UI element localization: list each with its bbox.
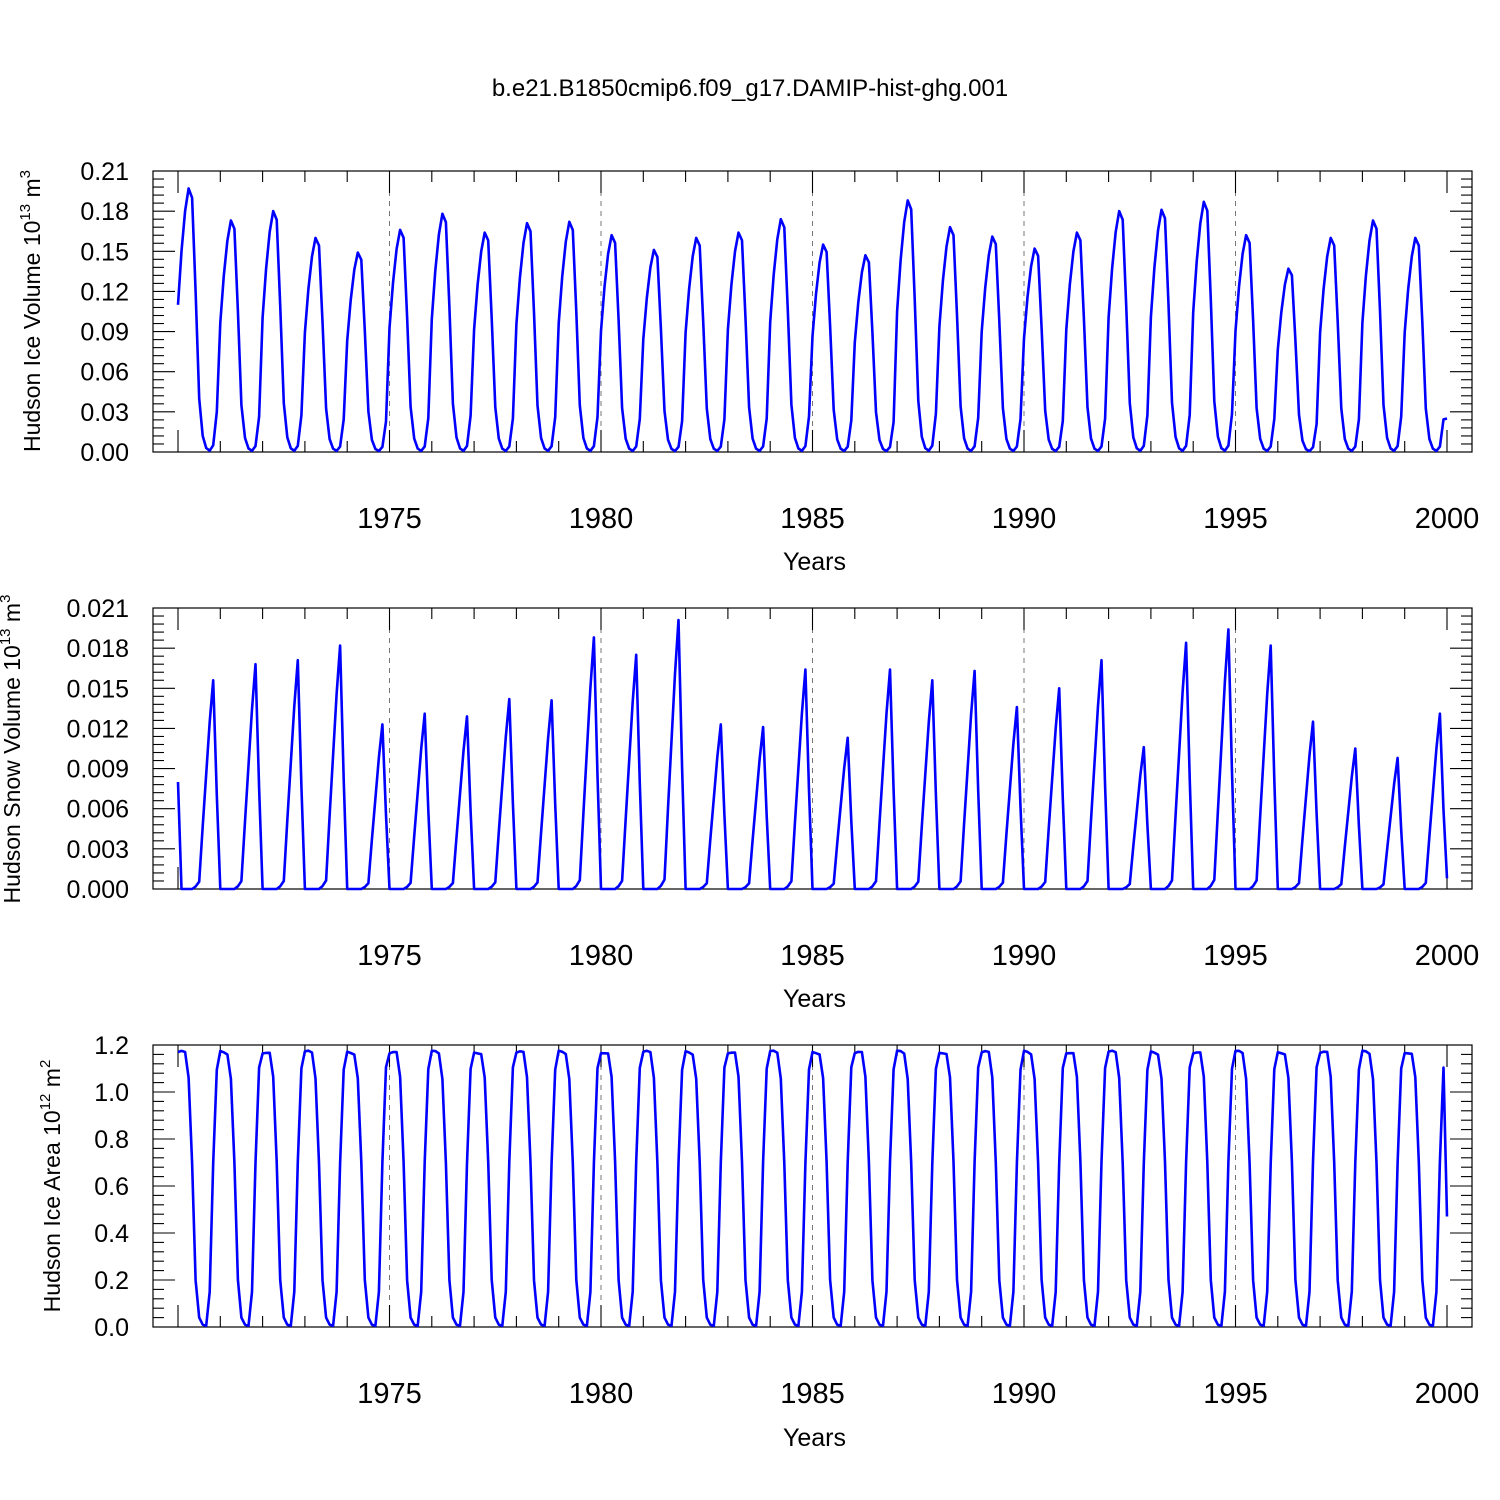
x-tick-label-1975: 1975 (357, 503, 422, 535)
panels: 0.00 0.03 0.06 0.09 0.12 0.15 0.18 0.21 1975 1980… (0, 158, 1479, 1452)
y-tick-label: 0.021 (66, 595, 129, 623)
y-tick-label: 0.00 (80, 439, 129, 467)
data-series-line (177, 1049, 1449, 1328)
x-tick-label-1995: 1995 (1203, 503, 1268, 535)
x-tick-label-1985: 1985 (780, 940, 845, 972)
y-tick-label: 0.09 (80, 319, 129, 347)
x-tick-label-1990: 1990 (992, 1378, 1057, 1410)
x-tick-label-1975: 1975 (357, 940, 422, 972)
x-axis-label: Years (783, 1424, 846, 1452)
y-tick-label: 0.003 (66, 836, 129, 864)
x-tick-label-1980: 1980 (569, 940, 634, 972)
y-tick-label: 0.012 (66, 715, 129, 743)
chart-panel-2: 0.000 0.003 0.006 0.009 0.012 0.015 0.018 0.021… (0, 595, 1479, 1013)
y-tick-label: 1.0 (94, 1079, 129, 1107)
chart-panel-3: 0.0 0.2 0.4 0.6 0.8 1.0 1.2 1975 1980 1985 1990 199… (37, 1032, 1479, 1452)
y-tick-label: 0.0 (94, 1314, 129, 1342)
x-tick-label-1985: 1985 (780, 503, 845, 535)
x-tick-label-1975: 1975 (357, 1378, 422, 1410)
x-tick-label-1980: 1980 (569, 1378, 634, 1410)
y-tick-label: 0.15 (80, 238, 129, 266)
x-axis-label: Years (783, 985, 846, 1013)
x-tick-label-1990: 1990 (992, 940, 1057, 972)
y-tick-label: 0.6 (94, 1173, 129, 1201)
figure-title: b.e21.B1850cmip6.f09_g17.DAMIP-hist-ghg.… (492, 75, 1008, 102)
chart-panel-1: 0.00 0.03 0.06 0.09 0.12 0.15 0.18 0.21 1975 1980… (17, 158, 1479, 576)
y-tick-label: 0.2 (94, 1267, 129, 1295)
y-tick-label: 0.8 (94, 1126, 129, 1154)
y-tick-label: 0.018 (66, 635, 129, 663)
y-tick-label: 0.06 (80, 359, 129, 387)
x-tick-label-2000: 2000 (1415, 1378, 1480, 1410)
x-tick-label-1995: 1995 (1203, 940, 1268, 972)
y-tick-label: 0.21 (80, 158, 129, 186)
x-tick-label-2000: 2000 (1415, 503, 1480, 535)
x-tick-label-1995: 1995 (1203, 1378, 1268, 1410)
y-tick-label: 0.03 (80, 399, 129, 427)
y-tick-label: 0.006 (66, 796, 129, 824)
y-axis-label: Hudson Ice Volume 1013 m3 (17, 170, 45, 452)
y-axis-label: Hudson Ice Area 1012 m2 (37, 1060, 65, 1313)
y-tick-label: 0.015 (66, 675, 129, 703)
y-tick-label: 0.4 (94, 1220, 129, 1248)
x-tick-label-1980: 1980 (569, 503, 634, 535)
x-tick-label-1990: 1990 (992, 503, 1057, 535)
x-axis-label: Years (783, 548, 846, 576)
y-tick-label: 1.2 (94, 1032, 129, 1060)
y-tick-label: 0.000 (66, 876, 129, 904)
data-series-line (176, 187, 1448, 453)
y-tick-label: 0.009 (66, 756, 129, 784)
y-tick-label: 0.12 (80, 278, 129, 306)
x-tick-label-2000: 2000 (1415, 940, 1480, 972)
data-series-line (176, 618, 1449, 891)
y-tick-label: 0.18 (80, 198, 129, 226)
x-tick-label-1985: 1985 (780, 1378, 845, 1410)
y-axis-label: Hudson Snow Volume 1013 m3 (0, 595, 25, 904)
